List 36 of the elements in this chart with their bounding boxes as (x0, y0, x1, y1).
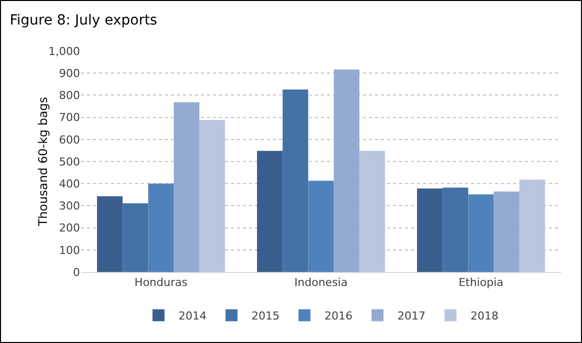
bar (122, 203, 148, 272)
y-tick-label: 100 (59, 244, 80, 257)
y-tick-label: 800 (59, 89, 80, 102)
y-tick-label: 900 (59, 66, 80, 80)
legend-label: 2015 (252, 310, 280, 323)
bar (334, 70, 360, 272)
bar (519, 180, 545, 272)
bar (494, 192, 520, 272)
chart-title: Figure 8: July exports (10, 12, 158, 28)
bar (308, 180, 334, 272)
y-tick-label: 200 (59, 222, 80, 235)
x-tick-label: Ethiopia (458, 276, 504, 290)
bar (417, 188, 443, 272)
y-tick-label: 300 (59, 200, 80, 213)
y-tick-label: 0 (73, 266, 80, 279)
y-tick-label: 500 (59, 155, 80, 168)
legend-label: 2016 (324, 310, 352, 323)
bar (442, 188, 468, 272)
x-tick-label: Indonesia (294, 276, 348, 290)
bar (97, 196, 123, 272)
legend-label: 2014 (178, 310, 206, 323)
y-tick-label: 700 (59, 111, 80, 124)
y-tick-label: 600 (59, 133, 80, 146)
bar (174, 102, 200, 272)
bar (359, 150, 385, 272)
bar (468, 194, 494, 272)
bar (257, 150, 283, 272)
x-tick-label: Honduras (134, 276, 188, 290)
bar (199, 120, 225, 272)
legend-label: 2017 (398, 310, 426, 323)
bar (282, 89, 308, 272)
bar (148, 184, 174, 272)
legend-label: 2018 (470, 310, 498, 323)
y-tick-label: 400 (59, 177, 80, 190)
y-axis-title: Thousand 60-kg bags (36, 96, 50, 228)
y-tick-label: 1,000 (48, 44, 80, 58)
